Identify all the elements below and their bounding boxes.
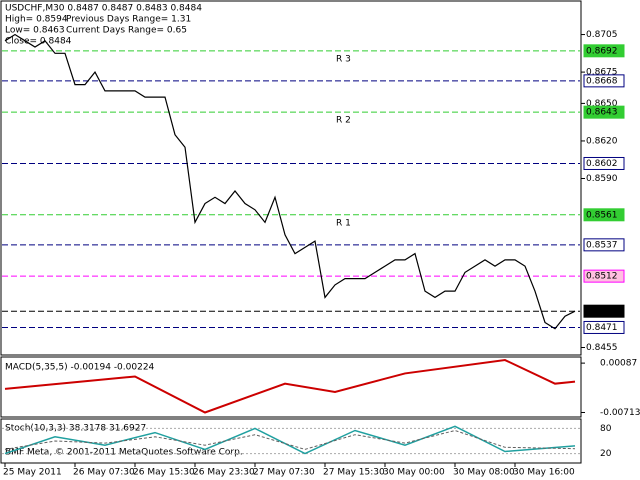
level-box [583,156,625,170]
x-tick-label: 30 May 00:00 [383,468,445,478]
chart-title: USDCHF,M30 0.8487 0.8487 0.8483 0.8484 [5,4,202,14]
x-tick-label: 27 May 15:30 [323,468,385,478]
level-box [583,269,625,283]
info: High= 0.8594 [5,15,68,25]
info: Current Days Range= 0.65 [66,26,187,36]
x-tick-label: 25 May 2011 [3,468,62,478]
level-value: 0.8537 [586,240,618,250]
level-value: 0.8692 [586,46,618,56]
macd-line [4,359,576,414]
y-tick-label: -0.00713 [600,408,640,418]
stoch-line [4,425,576,455]
y-tick-label: 0.8675 [586,68,618,78]
y-tick-label: 0.8455 [586,343,618,353]
y-tick-label: 0.00087 [600,359,637,369]
level-box [583,44,625,58]
level-box [583,304,625,318]
x-tick-label: 26 May 15:30 [133,468,195,478]
x-tick-label: 26 May 07:30 [73,468,135,478]
x-tick-label: 30 May 08:00 [453,468,515,478]
level-value: 0.8484 [586,307,618,317]
info: Low= 0.8463 [5,26,65,36]
macd-title: MACD(5,35,5) -0.00194 -0.00224 [5,363,155,373]
level-value: 0.8668 [586,76,618,86]
level-label: R 3 [336,54,351,64]
x-tick-label: 27 May 07:30 [253,468,315,478]
level-value: 0.8512 [586,272,618,282]
y-tick-label: 0.8650 [586,99,618,109]
x-tick-label: 26 May 23:30 [193,468,255,478]
level-box [583,105,625,119]
level-value: 0.8471 [586,323,618,333]
level-value: 0.8561 [586,210,618,220]
level-label: R 2 [336,116,351,126]
level-box [583,74,625,88]
y-tick-label: 0.8620 [586,136,618,146]
y-tick-label: 20 [600,449,612,459]
level-box [583,208,625,222]
level-value: 0.8602 [586,159,618,169]
level-value: 0.8643 [586,108,618,118]
y-tick-label: 0.8705 [586,30,618,40]
level-label: R 1 [336,218,351,228]
price-line [4,33,576,330]
x-tick-label: 30 May 16:00 [513,468,575,478]
y-tick-label: 80 [600,424,612,434]
info: Close= 0.8484 [5,37,72,47]
stoch-panel [0,418,582,464]
level-box [583,238,625,252]
level-box [583,320,625,334]
stoch-line [4,429,576,450]
y-tick-label: 0.8590 [586,174,618,184]
macd-panel [0,356,582,418]
copyright: BMF Meta, © 2001-2011 MetaQuotes Softwar… [5,448,243,458]
info: Previous Days Range= 1.31 [66,15,191,25]
